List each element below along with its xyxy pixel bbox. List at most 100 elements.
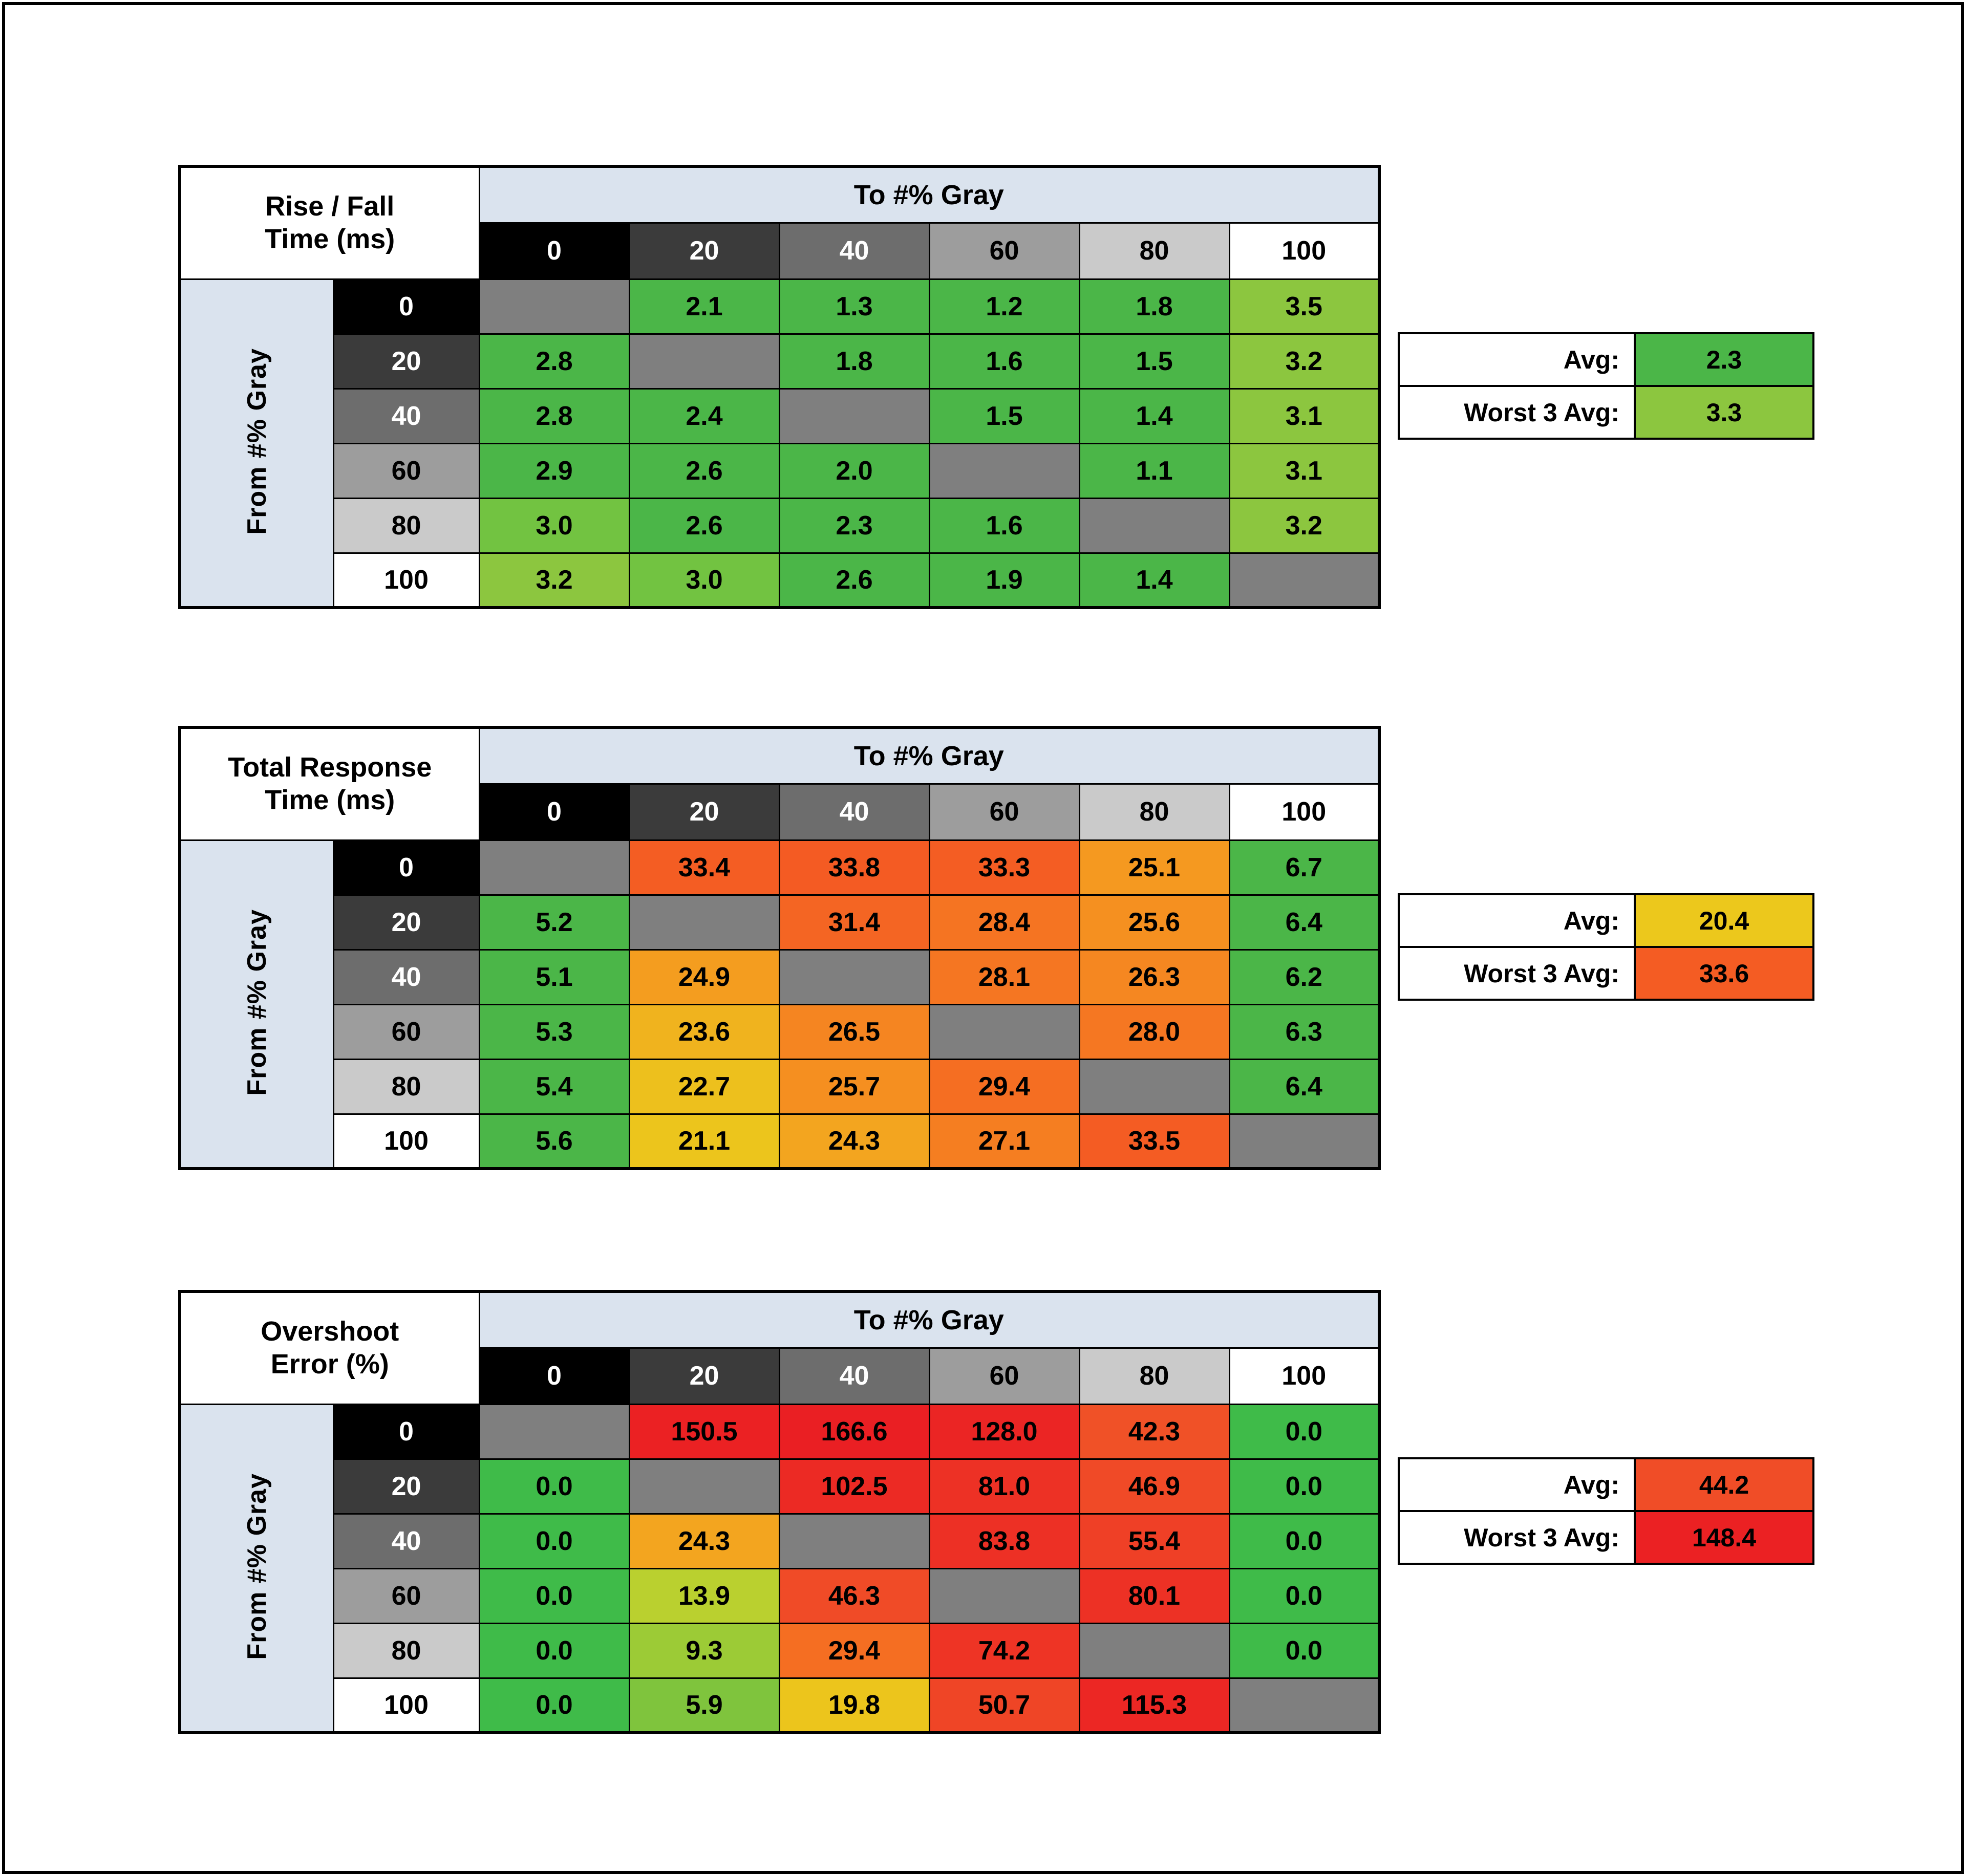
data-cell: 150.5 [628,1403,780,1460]
data-cell: 27.1 [928,1113,1080,1170]
data-cell: 21.1 [628,1113,780,1170]
row-header-80: 80 [332,497,480,554]
from-gray-header: From #% Gray [179,839,334,1170]
overshoot-worst3-box: Worst 3 Avg: 148.4 [1398,1510,1814,1565]
data-cell: 24.3 [778,1113,930,1170]
rise-fall-avg-box: Avg: 2.3 [1398,332,1814,387]
row-header-0: 0 [332,1403,480,1460]
from-gray-header: From #% Gray [179,278,334,609]
row-header-80: 80 [332,1622,480,1679]
col-header-80: 80 [1078,222,1230,280]
data-cell: 33.5 [1078,1113,1230,1170]
diagonal-cell [1078,1058,1230,1115]
data-cell: 2.6 [778,552,930,609]
data-cell: 23.6 [628,1003,780,1060]
row-header-0: 0 [332,839,480,896]
data-cell: 24.9 [628,948,780,1005]
data-cell: 6.7 [1228,839,1380,896]
diagonal-cell [628,333,780,390]
data-cell: 3.2 [1228,333,1380,390]
avg-label: Avg: [1398,1457,1636,1512]
data-cell: 2.8 [478,387,630,444]
data-cell: 0.0 [1228,1567,1380,1624]
diagonal-cell [1078,1622,1230,1679]
data-cell: 80.1 [1078,1567,1230,1624]
data-cell: 2.4 [628,387,780,444]
data-cell: 2.9 [478,442,630,499]
data-cell: 0.0 [1228,1458,1380,1515]
row-header-100: 100 [332,1113,480,1170]
col-header-60: 60 [928,1347,1080,1405]
worst3-label: Worst 3 Avg: [1398,946,1636,1001]
rise-fall-time-section: Rise / Fall Time (ms) To #% Gray 0 20 40 60 80 1… [178,165,1814,609]
data-cell: 3.0 [478,497,630,554]
data-cell: 0.0 [478,1458,630,1515]
diagonal-cell [1228,552,1380,609]
avg-value: 2.3 [1634,332,1814,387]
data-cell: 19.8 [778,1677,930,1734]
data-cell: 42.3 [1078,1403,1230,1460]
col-header-100: 100 [1228,783,1380,841]
avg-value: 20.4 [1634,893,1814,948]
data-cell: 0.0 [1228,1622,1380,1679]
data-cell: 1.5 [928,387,1080,444]
worst3-value: 33.6 [1634,946,1814,1001]
col-header-20: 20 [628,222,780,280]
data-cell: 26.5 [778,1003,930,1060]
data-cell: 83.8 [928,1513,1080,1569]
data-cell: 6.4 [1228,1058,1380,1115]
col-header-20: 20 [628,783,780,841]
from-gray-header: From #% Gray [179,1403,334,1734]
data-cell: 29.4 [928,1058,1080,1115]
col-header-80: 80 [1078,783,1230,841]
diagonal-cell [1228,1677,1380,1734]
data-cell: 128.0 [928,1403,1080,1460]
col-header-0: 0 [478,1347,630,1405]
table-title: Overshoot Error (%) [179,1290,480,1405]
diagonal-cell [628,894,780,951]
data-cell: 0.0 [478,1567,630,1624]
data-cell: 5.6 [478,1113,630,1170]
data-cell: 22.7 [628,1058,780,1115]
to-gray-header: To #% Gray [478,165,1380,224]
data-cell: 50.7 [928,1677,1080,1734]
data-cell: 1.4 [1078,552,1230,609]
col-header-100: 100 [1228,1347,1380,1405]
data-cell: 29.4 [778,1622,930,1679]
col-header-100: 100 [1228,222,1380,280]
data-cell: 33.3 [928,839,1080,896]
diagonal-cell [928,1567,1080,1624]
col-header-40: 40 [778,1347,930,1405]
data-cell: 1.8 [1078,278,1230,335]
data-cell: 1.2 [928,278,1080,335]
worst3-value: 148.4 [1634,1510,1814,1565]
data-cell: 0.0 [1228,1403,1380,1460]
data-cell: 0.0 [1228,1513,1380,1569]
data-cell: 9.3 [628,1622,780,1679]
col-header-40: 40 [778,222,930,280]
worst3-label: Worst 3 Avg: [1398,385,1636,440]
worst3-label: Worst 3 Avg: [1398,1510,1636,1565]
data-cell: 33.4 [628,839,780,896]
col-header-60: 60 [928,783,1080,841]
data-cell: 5.4 [478,1058,630,1115]
data-cell: 3.1 [1228,442,1380,499]
data-cell: 1.4 [1078,387,1230,444]
data-cell: 1.6 [928,333,1080,390]
diagonal-cell [478,1403,630,1460]
diagonal-cell [928,442,1080,499]
data-cell: 3.5 [1228,278,1380,335]
data-cell: 1.6 [928,497,1080,554]
data-cell: 33.8 [778,839,930,896]
data-cell: 28.0 [1078,1003,1230,1060]
row-header-60: 60 [332,1567,480,1624]
total-response-worst3-box: Worst 3 Avg: 33.6 [1398,946,1814,1001]
data-cell: 5.2 [478,894,630,951]
data-cell: 25.6 [1078,894,1230,951]
data-cell: 3.1 [1228,387,1380,444]
data-cell: 81.0 [928,1458,1080,1515]
row-header-20: 20 [332,894,480,951]
diagonal-cell [478,278,630,335]
data-cell: 2.3 [778,497,930,554]
row-header-60: 60 [332,1003,480,1060]
